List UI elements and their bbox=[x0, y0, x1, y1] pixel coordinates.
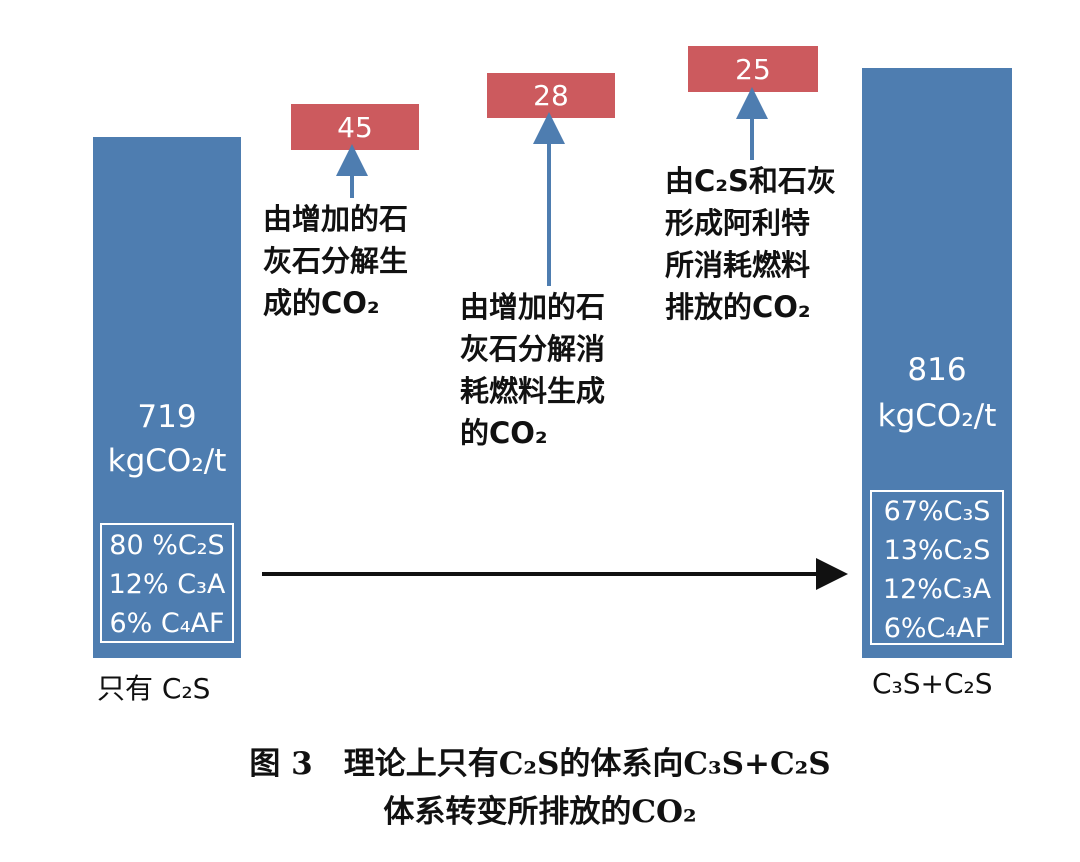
note-line: 由C₂S和石灰 bbox=[665, 164, 836, 198]
note-line: 成的CO₂ bbox=[263, 286, 380, 320]
bar-end: 816 kgCO₂/t 67%C₃S 13%C₂S 12%C₃A 6%C₄AF bbox=[862, 68, 1012, 658]
bar-start-unit: kgCO₂/t bbox=[107, 443, 227, 479]
note-line: 由增加的石 bbox=[263, 202, 409, 236]
composition-line: 6%C₄AF bbox=[883, 613, 991, 644]
composition-line: 67%C₃S bbox=[883, 496, 991, 527]
bar-end-value: 816 bbox=[907, 352, 967, 388]
note-line: 形成阿利特 bbox=[665, 206, 811, 240]
composition-line: 12%C₃A bbox=[882, 574, 992, 605]
note-line: 耗燃料生成 bbox=[460, 374, 606, 408]
note-line: 的CO₂ bbox=[460, 416, 548, 450]
bar-end-composition: 67%C₃S 13%C₂S 12%C₃A 6%C₄AF bbox=[870, 490, 1004, 645]
increment-note-2: 由增加的石 灰石分解消 耗燃料生成 的CO₂ bbox=[460, 286, 605, 454]
increment-note-3: 由C₂S和石灰 形成阿利特 所消耗燃料 排放的CO₂ bbox=[665, 160, 836, 328]
increment-note-1: 由增加的石 灰石分解生 成的CO₂ bbox=[263, 198, 408, 324]
composition-line: 6% C₄AF bbox=[109, 608, 225, 639]
increment-box-1: 45 bbox=[291, 104, 419, 150]
note-line: 所消耗燃料 bbox=[665, 248, 811, 282]
bar-start: 719 kgCO₂/t 80 %C₂S 12% C₃A 6% C₄AF bbox=[93, 137, 241, 658]
note-line: 排放的CO₂ bbox=[665, 290, 811, 324]
note-line: 由增加的石 bbox=[460, 290, 606, 324]
category-label-end: C₃S+C₂S bbox=[872, 667, 993, 700]
increment-box-2: 28 bbox=[487, 73, 615, 118]
figure-caption-line2: 体系转变所排放的CO₂ bbox=[383, 794, 697, 830]
increment-box-3: 25 bbox=[688, 46, 818, 92]
composition-line: 12% C₃A bbox=[108, 569, 226, 600]
composition-line: 80 %C₂S bbox=[109, 530, 225, 561]
bar-end-unit: kgCO₂/t bbox=[877, 398, 997, 434]
bar-start-value: 719 bbox=[137, 399, 197, 435]
figure-caption-line1: 图 3 理论上只有C₂S的体系向C₃S+C₂S bbox=[249, 746, 831, 782]
composition-line: 13%C₂S bbox=[883, 535, 991, 566]
note-line: 灰石分解生 bbox=[263, 244, 409, 278]
category-label-start: 只有 C₂S bbox=[97, 672, 211, 705]
note-line: 灰石分解消 bbox=[460, 332, 606, 366]
bar-start-composition: 80 %C₂S 12% C₃A 6% C₄AF bbox=[100, 523, 234, 643]
